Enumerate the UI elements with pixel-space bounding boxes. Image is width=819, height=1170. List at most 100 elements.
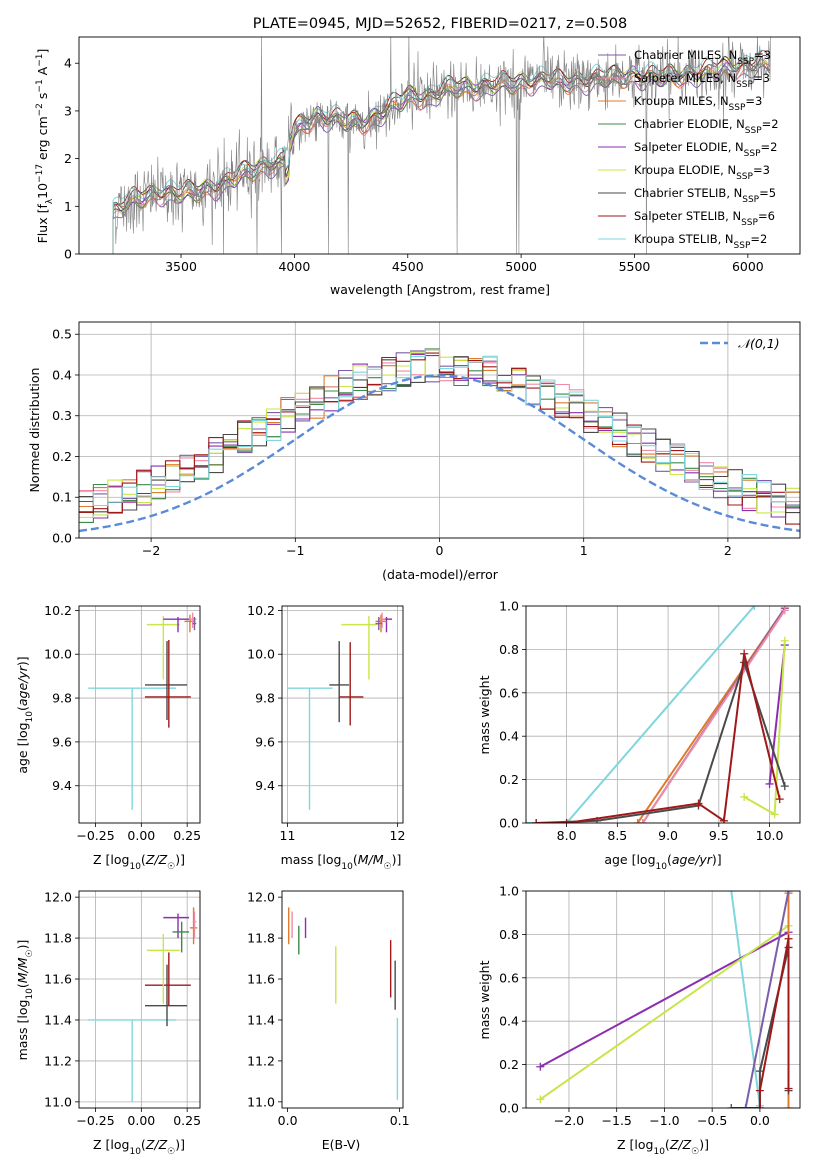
- y-tick-label: 0.6: [499, 685, 519, 700]
- y-tick-label: 1: [64, 199, 72, 214]
- axes-frame: [281, 605, 404, 824]
- panel-mass_vs_Z: −0.25 0.00 0.25 11.0 11.2 11.4 11.6 11.8 12.0: [44, 890, 201, 1128]
- y-tick-label: 11.4: [247, 1012, 275, 1027]
- weight-marker-kroupa_stelib: [750, 606, 759, 610]
- model-line-chabrier_miles: [112, 62, 771, 220]
- weight-marker-salpeter_stelib: [775, 795, 784, 804]
- axes-frame: [78, 605, 201, 824]
- x-tick-label: 0.0: [750, 1113, 770, 1128]
- weight-marker-kroupa_miles: [633, 819, 642, 823]
- legend-label-chabrier_elodie: Chabrier ELODIE, NSSP=2: [634, 117, 779, 136]
- legend-label-chabrier_stelib: Chabrier STELIB, NSSP=5: [634, 186, 776, 205]
- x-axis-label: Z [log10(Z/Z☉)]: [93, 852, 185, 872]
- axes-frame: [78, 890, 201, 1109]
- axes-frame: [281, 890, 404, 1109]
- spectrum-data-line: [112, 37, 771, 254]
- y-tick-label: 10.0: [247, 647, 275, 662]
- y-tick-label: 0.8: [499, 642, 519, 657]
- y-tick-label: 0.4: [52, 367, 72, 382]
- x-tick-label: 0.1: [390, 1113, 410, 1128]
- x-tick-label: 5500: [619, 259, 651, 274]
- x-tick-label: 0.00: [127, 828, 155, 843]
- x-tick-label: 1: [580, 543, 588, 558]
- y-tick-label: 0.2: [499, 1057, 519, 1072]
- y-tick-label: 11.8: [247, 931, 275, 946]
- x-axis-label: age [log10(age/yr)]: [604, 852, 721, 872]
- y-tick-label: 0.3: [52, 408, 72, 423]
- weight-marker-salpeter_elodie: [765, 779, 774, 788]
- x-tick-label: 6000: [732, 259, 764, 274]
- weight-line-salpeter_miles: [641, 609, 786, 823]
- panel-residuals: −2 −1 0 1 2 0.0 0.1 0.2 0.3 0.4 0.5 𝒩(0,1): [52, 321, 801, 558]
- x-tick-label: 8.0: [557, 828, 577, 843]
- plot-area: [282, 606, 403, 823]
- weight-marker-salpeter_stelib: [562, 819, 571, 823]
- plot-area: [79, 322, 800, 538]
- axes-frame: [525, 605, 801, 824]
- plot-area: [79, 606, 200, 823]
- x-tick-label: 9.0: [658, 828, 678, 843]
- y-tick-label: 0.4: [499, 1014, 519, 1029]
- y-axis-label: age [log10(age/yr)]: [15, 656, 35, 773]
- weight-marker-salpeter_stelib: [740, 649, 749, 658]
- y-tick-label: 10.2: [247, 603, 275, 618]
- y-axis-label: mass weight: [477, 675, 492, 754]
- weight-marker-chabrier_stelib: [727, 1104, 736, 1108]
- weight-line-kroupa_stelib: [730, 891, 761, 1106]
- x-tick-label: −0.25: [76, 1113, 114, 1128]
- x-tick-label: −1.0: [649, 1113, 679, 1128]
- x-axis-label: (data-model)/error: [382, 567, 499, 582]
- legend-label-salpeter_stelib: Salpeter STELIB, NSSP=6: [634, 209, 775, 228]
- model-line-kroupa_miles: [112, 59, 771, 254]
- panel-spectrum: 3500 4000 4500 5000 5500 6000 0 1 2 3 4 Chabrier MI…: [64, 36, 801, 274]
- y-tick-label: 12.0: [247, 890, 275, 905]
- x-axis-label: E(B-V): [322, 1137, 361, 1152]
- x-tick-label: −2.0: [554, 1113, 584, 1128]
- panel-age_vs_Z: −0.25 0.00 0.25 9.4 9.6 9.8 10.0 10.2: [44, 603, 201, 843]
- y-tick-label: 0.0: [499, 1101, 519, 1116]
- legend-label-salpeter_elodie: Salpeter ELODIE, NSSP=2: [634, 140, 777, 159]
- x-axis-label: mass [log10(M/M☉)]: [281, 852, 402, 872]
- model-line-kroupa_elodie: [112, 56, 771, 254]
- weight-marker-chabrier_miles: [784, 891, 793, 895]
- weight-line-kroupa_elodie: [743, 640, 786, 816]
- weight-marker-salpeter_stelib: [755, 1086, 764, 1095]
- x-tick-label: 10.0: [756, 828, 784, 843]
- y-axis-label: mass weight: [477, 960, 492, 1039]
- y-tick-label: 1.0: [499, 884, 519, 899]
- y-tick-label: 11.0: [247, 1094, 275, 1109]
- axes-frame: [78, 36, 801, 255]
- legend-label-kroupa_miles: Kroupa MILES, NSSP=3: [634, 94, 762, 113]
- weight-marker-kroupa_elodie: [770, 810, 779, 819]
- weight-marker-kroupa_elodie: [536, 1095, 545, 1104]
- legend-label-normal: 𝒩(0,1): [738, 336, 780, 351]
- x-tick-label: 0.25: [173, 1113, 201, 1128]
- normal-curve: [79, 374, 800, 533]
- weight-marker-chabrier_miles: [741, 1104, 750, 1108]
- y-tick-label: 9.4: [52, 778, 72, 793]
- y-tick-label: 0: [64, 247, 72, 262]
- plot-area: [112, 37, 771, 254]
- x-tick-label: 5000: [505, 259, 537, 274]
- y-tick-label: 11.4: [44, 1012, 72, 1027]
- y-tick-label: 9.4: [255, 778, 275, 793]
- weight-marker-kroupa_elodie: [780, 636, 789, 645]
- weight-marker-salpeter_stelib: [532, 819, 541, 823]
- legend-label-salpeter_miles: Salpeter MILES, NSSP=3: [634, 71, 770, 90]
- weight-marker-salpeter_stelib: [719, 816, 728, 823]
- weight-marker-salpeter_elodie: [536, 1062, 545, 1071]
- weight-marker-salpeter_miles: [780, 606, 789, 615]
- y-tick-label: 0.8: [499, 927, 519, 942]
- hist-kroupa_stelib: [79, 349, 800, 507]
- y-axis-label: Normed distribution: [27, 368, 42, 493]
- x-tick-label: 0: [436, 543, 444, 558]
- x-axis-label: wavelength [Angstrom, rest frame]: [330, 282, 550, 297]
- y-tick-label: 0.0: [499, 816, 519, 831]
- x-axis-label: Z [log10(Z/Z☉)]: [93, 1137, 185, 1157]
- weight-marker-kroupa_stelib: [727, 891, 736, 895]
- panel-age_vs_mass: 11 12 9.4 9.6 9.8 10.0 10.2: [247, 603, 405, 843]
- weight-marker-kroupa_miles: [784, 1104, 793, 1108]
- plot-area: [526, 606, 800, 823]
- y-tick-label: 11.2: [247, 1053, 275, 1068]
- x-tick-label: −2: [142, 543, 160, 558]
